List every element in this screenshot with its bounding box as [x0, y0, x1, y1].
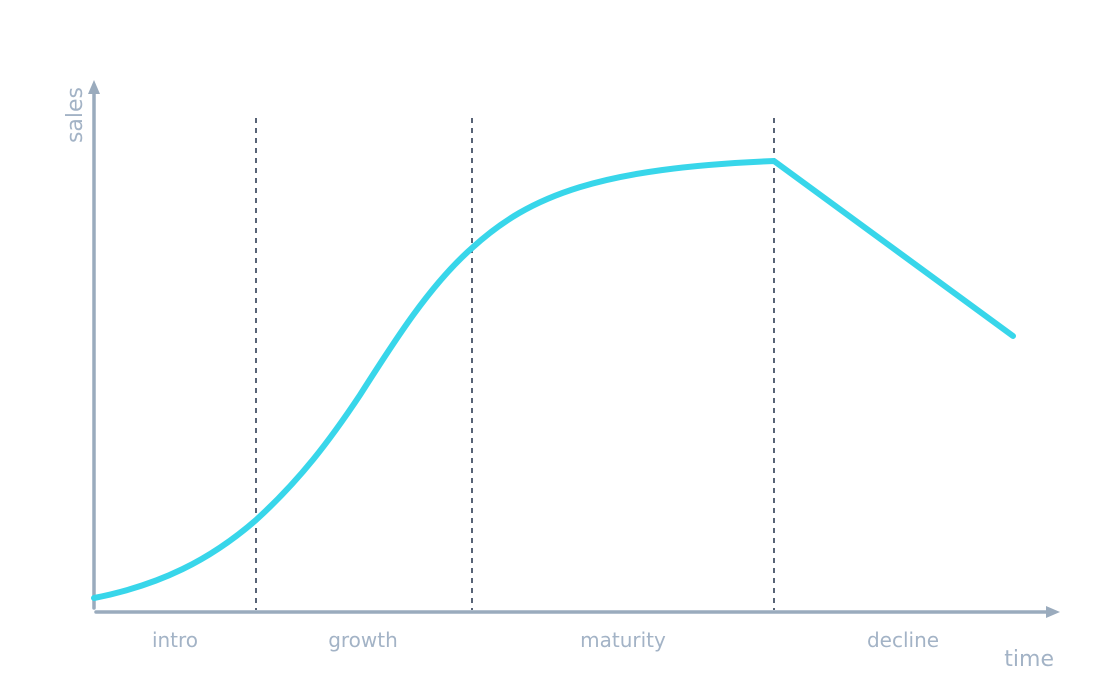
stage-label-growth: growth	[328, 628, 398, 652]
stage-label-maturity: maturity	[580, 628, 666, 652]
stage-labels: intro growth maturity decline	[152, 628, 939, 652]
y-axis-arrow-icon	[88, 80, 100, 94]
stage-label-intro: intro	[152, 628, 198, 652]
y-axis-label: sales	[63, 87, 88, 143]
stage-dividers	[255, 118, 775, 610]
x-axis-label: time	[1004, 647, 1054, 672]
sales-curve	[91, 158, 1016, 601]
x-axis-arrow-icon	[1046, 606, 1060, 618]
axes	[88, 80, 1060, 618]
stage-label-decline: decline	[867, 628, 939, 652]
